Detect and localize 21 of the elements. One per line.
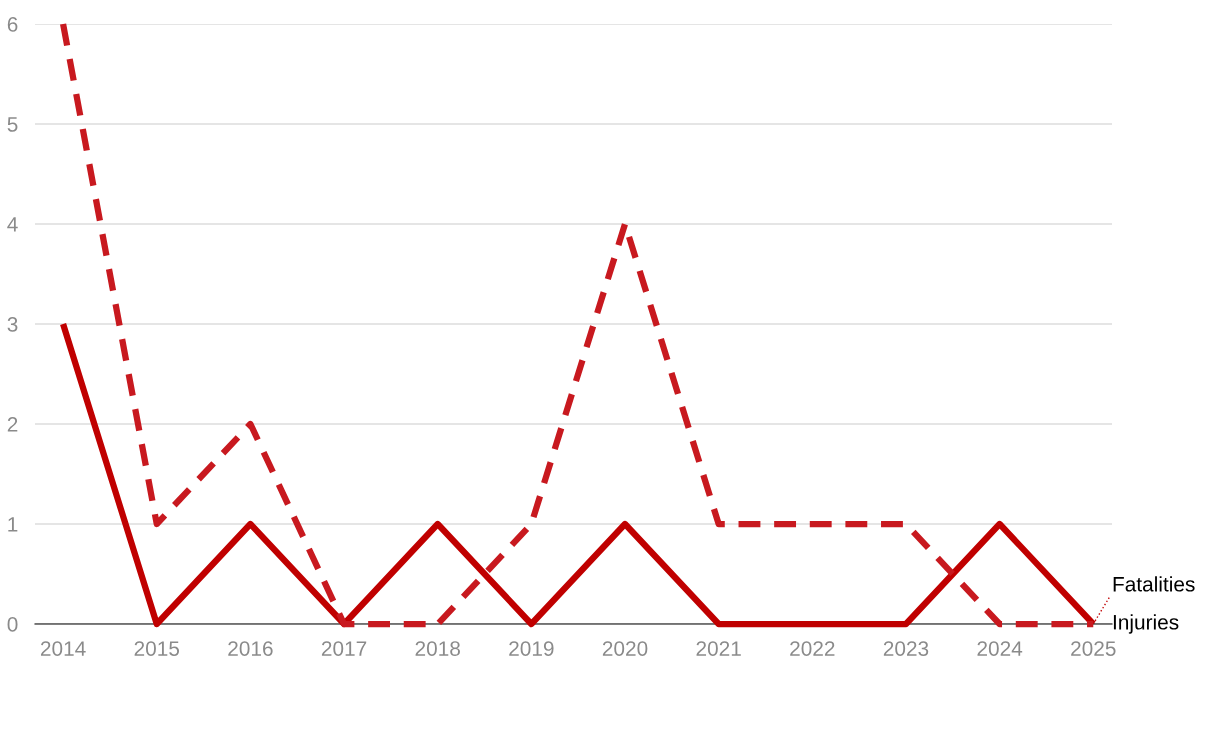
series-label: Fatalities: [1113, 576, 1195, 592]
x-tick-label: 2025: [1071, 641, 1116, 656]
y-tick-label: 0: [7, 617, 18, 632]
series-label: Injuries: [1113, 614, 1179, 634]
y-tick-label: 5: [7, 117, 18, 132]
x-tick-label: 2017: [321, 641, 367, 656]
y-tick-label: 6: [7, 17, 18, 32]
y-tick-label: 2: [7, 417, 18, 432]
x-tick-label: 2022: [790, 641, 835, 656]
x-tick-label: 2019: [509, 641, 554, 656]
y-tick-label: 3: [7, 317, 18, 332]
x-tick-label: 2016: [228, 641, 273, 656]
x-tick-label: 2021: [696, 641, 741, 656]
x-tick-label: 2015: [134, 641, 180, 656]
x-tick-label: 2024: [977, 641, 1023, 656]
x-tick-label: 2014: [40, 641, 86, 656]
x-tick-label: 2020: [602, 641, 648, 656]
y-tick-label: 1: [8, 517, 18, 532]
x-tick-label: 2018: [415, 641, 460, 656]
y-tick-label: 4: [7, 217, 18, 232]
x-tick-label: 2023: [883, 641, 929, 656]
